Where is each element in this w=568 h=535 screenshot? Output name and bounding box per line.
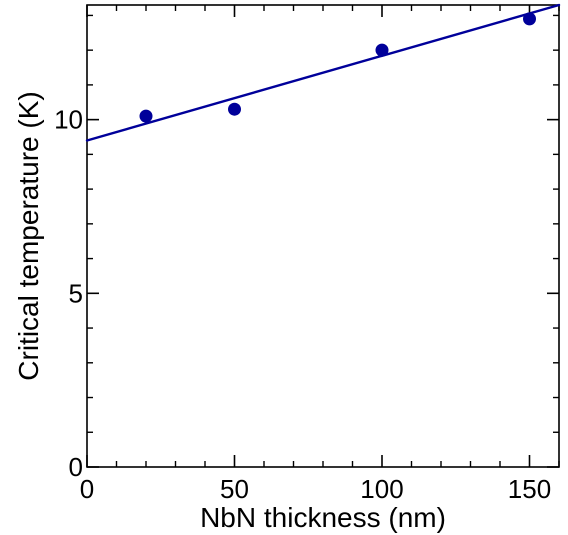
data-point (375, 43, 389, 57)
x-tick-label: 0 (80, 474, 94, 504)
x-tick-label: 150 (508, 474, 551, 504)
x-axis-label: NbN thickness (nm) (200, 502, 446, 533)
y-tick-label: 10 (54, 105, 83, 135)
fit-line (85, 3, 561, 142)
y-tick-label: 0 (69, 452, 83, 482)
y-axis-ticks (87, 14, 559, 468)
y-tick-label: 5 (69, 278, 83, 308)
x-axis-ticks (86, 5, 560, 467)
series-layer (85, 3, 561, 142)
data-point (139, 109, 153, 123)
x-axis-tick-labels: 0 50 100 150 (80, 474, 551, 504)
x-tick-label: 50 (220, 474, 249, 504)
data-point (228, 102, 241, 116)
y-axis-tick-labels: 0 5 10 (54, 105, 83, 482)
x-tick-label: 100 (360, 474, 403, 504)
y-axis-label: Critical temperature (K) (13, 91, 44, 380)
plot-frame (86, 4, 560, 468)
